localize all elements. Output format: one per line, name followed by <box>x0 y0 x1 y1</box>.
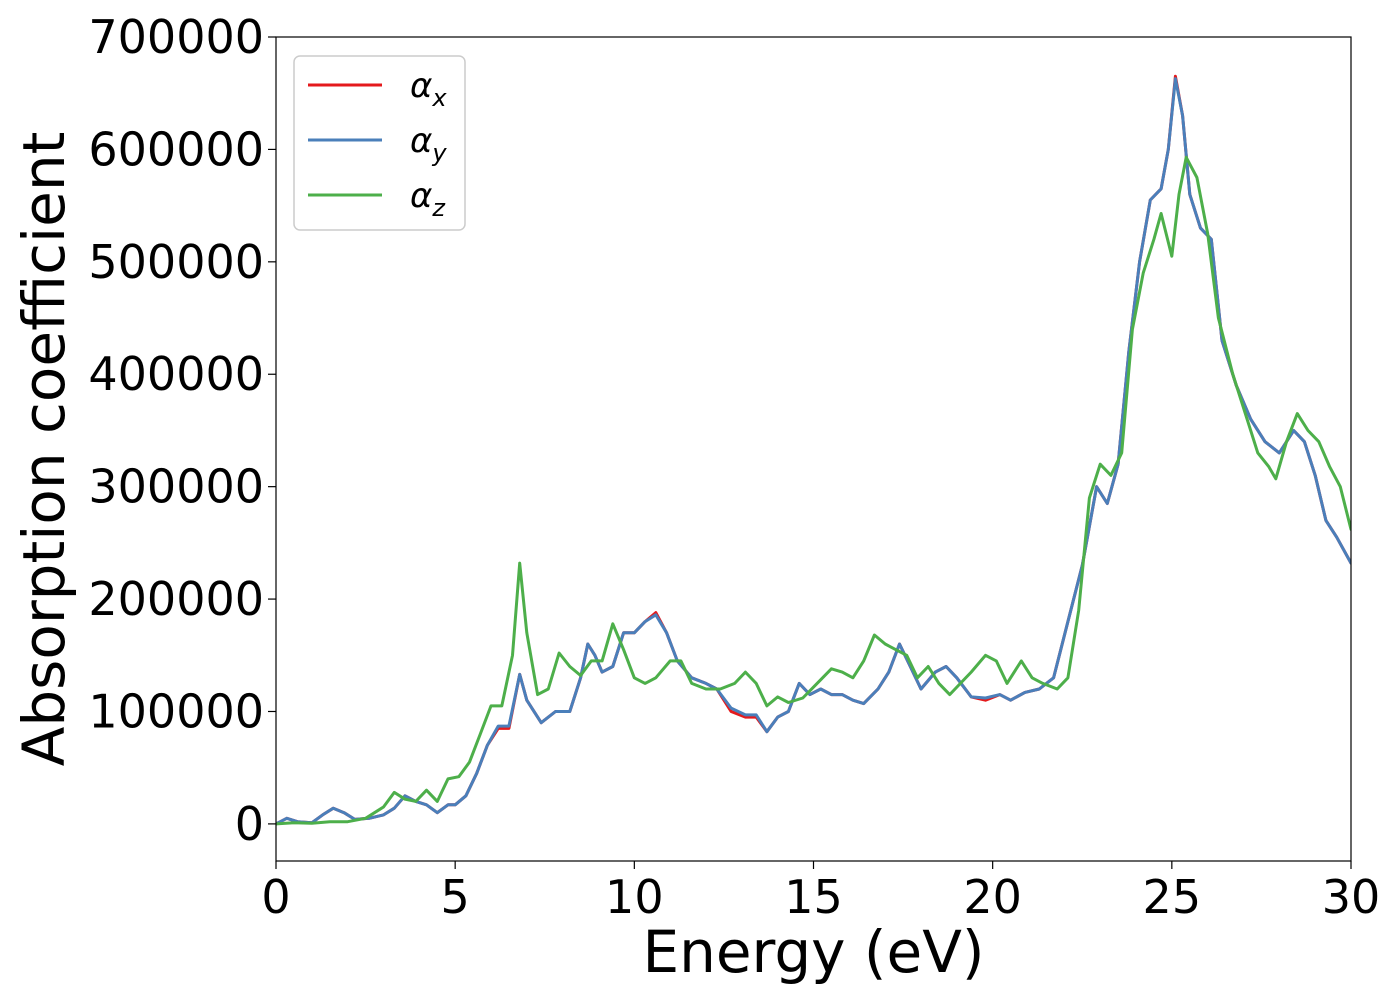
y-tick-label: 200000 <box>88 572 264 626</box>
y-tick-label: 300000 <box>88 460 264 514</box>
x-axis-label: Energy (eV) <box>642 918 984 986</box>
legend-label-subscript: x <box>431 84 447 112</box>
legend-box <box>293 55 466 231</box>
plot-area <box>276 74 1351 826</box>
legend-label-symbol: α <box>410 176 432 216</box>
y-tick-label: 500000 <box>88 235 264 289</box>
legend-label-alpha-x: αx <box>410 66 447 112</box>
y-tick-label: 700000 <box>88 10 264 64</box>
y-axis-label: Absorption coefficient <box>10 132 78 767</box>
x-tick-label: 10 <box>605 870 664 924</box>
x-tick-label: 25 <box>1143 870 1202 924</box>
series-line-alpha-z <box>276 155 1351 826</box>
legend-label-symbol: α <box>410 121 432 161</box>
x-axis-ticks: 0 5 10 15 20 25 30 <box>261 861 1380 924</box>
series-line-alpha-y <box>276 77 1351 826</box>
y-tick-label: 0 <box>235 797 264 851</box>
plot-frame <box>275 36 1352 862</box>
legend-label-subscript: z <box>431 194 446 222</box>
x-tick-label: 0 <box>261 870 290 924</box>
legend-label-alpha-y: αy <box>410 121 447 167</box>
y-tick-label: 600000 <box>88 122 264 176</box>
x-tick-label: 15 <box>784 870 843 924</box>
x-tick-label: 20 <box>963 870 1022 924</box>
legend-label-symbol: α <box>410 66 432 106</box>
y-axis-ticks: 0 100000 200000 300000 400000 500000 600000 700… <box>88 10 276 851</box>
legend-label-alpha-z: αz <box>410 176 446 222</box>
legend-label-subscript: y <box>431 139 447 167</box>
y-tick-label: 100000 <box>88 684 264 738</box>
x-tick-label: 5 <box>441 870 470 924</box>
x-tick-label: 30 <box>1322 870 1381 924</box>
y-tick-label: 400000 <box>88 347 264 401</box>
